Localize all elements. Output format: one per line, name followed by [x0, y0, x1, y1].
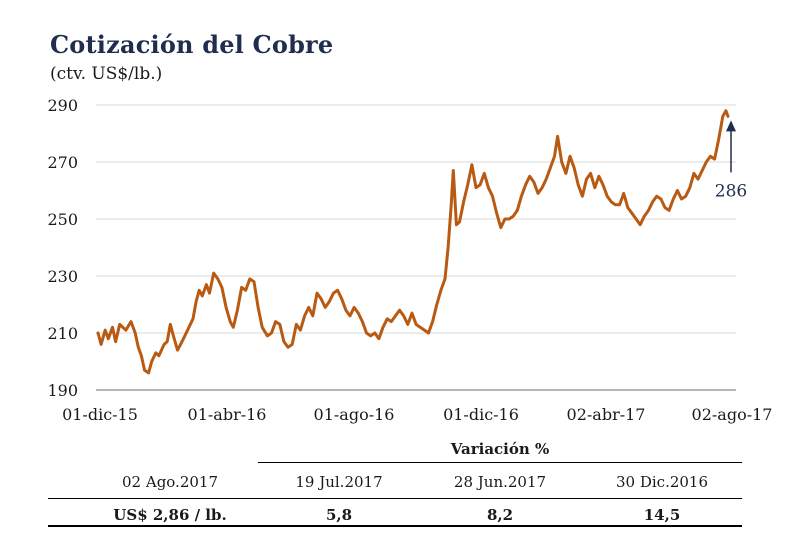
y-tick-label: 270 [47, 153, 78, 172]
chart-title: Cotización del Cobre [50, 30, 334, 59]
copper-price-line [96, 109, 730, 375]
value-var-2: 8,2 [486, 506, 514, 524]
callout-arrow-head [726, 120, 736, 132]
value-price: US$ 2,86 / lb. [113, 506, 227, 524]
column-label-4: 30 Dic.2016 [615, 473, 709, 491]
y-tick-label: 230 [47, 267, 78, 286]
x-axis-ticks: 01-dic-15 01-abr-16 01-ago-16 01-dic-16 02-a… [62, 405, 772, 424]
x-tick-label: 01-abr-16 [188, 405, 267, 424]
callout: 286 [715, 120, 747, 201]
table-header-rule [258, 462, 742, 463]
callout-label: 286 [715, 181, 747, 201]
table-header: Variación % [450, 440, 550, 458]
value-var-1: 5,8 [325, 506, 353, 524]
series-layer [96, 109, 730, 375]
x-tick-label: 01-ago-16 [314, 405, 395, 424]
x-tick-label: 01-dic-16 [443, 405, 519, 424]
y-tick-label: 290 [47, 96, 78, 115]
column-label-3: 28 Jun.2017 [453, 473, 547, 491]
column-label-2: 19 Jul.2017 [295, 473, 383, 491]
value-var-3: 14,5 [643, 506, 681, 524]
x-tick-label: 02-abr-17 [567, 405, 646, 424]
gridlines [96, 104, 736, 391]
y-tick-label: 190 [47, 381, 78, 400]
table-bottom-rule [48, 525, 742, 527]
x-tick-label: 02-ago-17 [692, 405, 773, 424]
y-tick-label: 210 [47, 324, 78, 343]
y-tick-label: 250 [47, 210, 78, 229]
y-axis-ticks: 190 210 230 250 270 290 [47, 96, 78, 400]
column-label-1: 02 Ago.2017 [122, 473, 218, 491]
chart-subtitle: (ctv. US$/lb.) [50, 64, 163, 84]
table-middle-rule [48, 498, 742, 499]
x-tick-label: 01-dic-15 [62, 405, 138, 424]
